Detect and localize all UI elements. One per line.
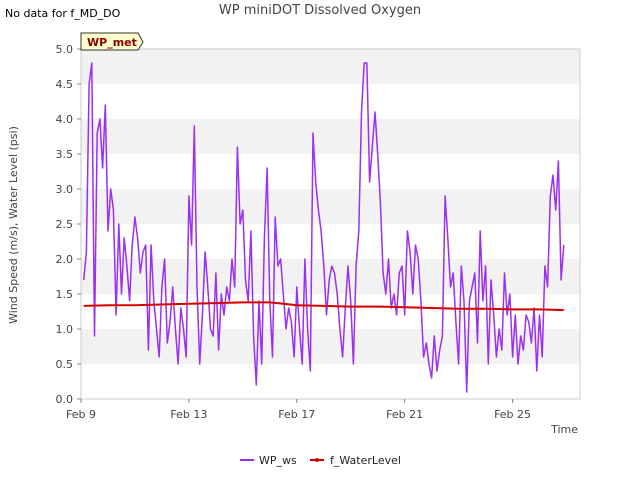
x-tick-label: Feb 21	[386, 408, 423, 421]
no-data-message: No data for f_MD_DO	[5, 7, 121, 20]
y-tick-label: 0.0	[56, 393, 74, 406]
badge-label: WP_met	[87, 36, 137, 49]
x-axis-ticks: Feb 9 Feb 13 Feb 17 Feb 21 Feb 25	[66, 399, 531, 421]
grid-band	[81, 49, 580, 84]
y-tick-label: 3.5	[56, 148, 74, 161]
plot-bands	[81, 49, 580, 364]
badge-shape	[80, 32, 144, 51]
y-tick-label: 1.5	[56, 288, 74, 301]
y-tick-label: 4.5	[56, 78, 74, 91]
legend-label-wp-ws: WP_ws	[259, 454, 297, 467]
y-tick-label: 3.0	[56, 183, 74, 196]
y-tick-label: 0.5	[56, 358, 74, 371]
x-tick-label: Feb 17	[278, 408, 315, 421]
y-tick-label: 2.5	[56, 218, 74, 231]
series-line-f-waterlevel	[83, 301, 564, 312]
chart-title: WP miniDOT Dissolved Oxygen	[218, 3, 422, 18]
legend-label-f-waterlevel: f_WaterLevel	[330, 454, 401, 467]
y-tick-label: 5.0	[56, 43, 74, 56]
y-axis-ticks: 0.0 0.5 1.0 1.5 2.0 2.5 3.0 3.5 4.0 4.5 5.0	[56, 43, 81, 406]
x-tick-label: Feb 9	[66, 408, 96, 421]
y-tick-label: 1.0	[56, 323, 74, 336]
y-tick-label: 2.0	[56, 253, 74, 266]
series-layer	[82, 62, 565, 393]
series-line-wp-ws	[82, 62, 565, 393]
grid-band	[81, 329, 580, 364]
x-tick-label: Feb 25	[494, 408, 531, 421]
station-badge: WP_met	[80, 32, 144, 51]
legend: WP_ws f_WaterLevel	[240, 454, 401, 467]
grid-band	[81, 189, 580, 224]
x-axis-label: Time	[550, 423, 578, 436]
y-tick-label: 4.0	[56, 113, 74, 126]
y-axis-label: Wind Speed (m/s), Water Level (psi)	[7, 126, 20, 324]
legend-marker-f-waterlevel	[315, 458, 319, 462]
grid-band	[81, 119, 580, 154]
x-tick-label: Feb 13	[170, 408, 207, 421]
